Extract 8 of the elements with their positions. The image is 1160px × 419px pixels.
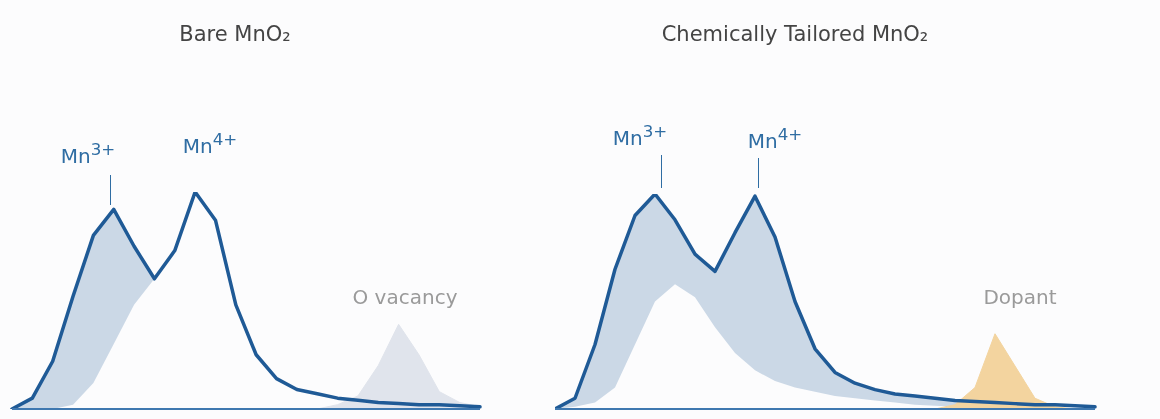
- text: Mn$^{4+}$: [746, 125, 804, 153]
- chart-title: Chemically Tailored MnO₂: [660, 22, 930, 46]
- text: Mn$^{3+}$: [60, 140, 116, 168]
- chart-title: Bare MnO₂: [178, 22, 292, 46]
- text: Mn$^{3+}$: [611, 122, 669, 150]
- text: Mn$^{4+}$: [182, 130, 238, 158]
- annotation: O vacancy: [351, 285, 459, 309]
- annotation: Dopant: [982, 285, 1058, 309]
